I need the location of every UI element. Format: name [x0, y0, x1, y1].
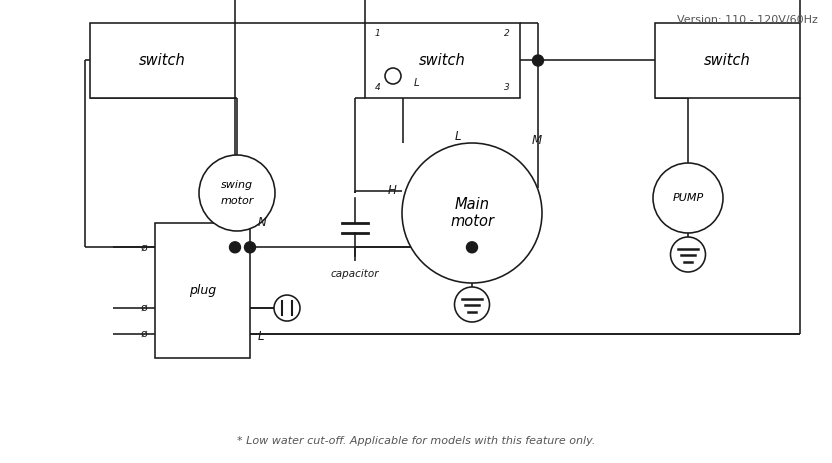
- Text: motor: motor: [450, 214, 494, 229]
- Circle shape: [274, 295, 300, 321]
- Bar: [155, 223, 250, 358]
- Text: plug: plug: [189, 284, 216, 297]
- Text: switch: switch: [139, 53, 186, 68]
- Circle shape: [653, 163, 723, 233]
- Text: ø: ø: [141, 242, 147, 252]
- Text: ø: ø: [141, 303, 147, 313]
- Text: N: N: [258, 217, 267, 230]
- Text: Main: Main: [454, 197, 489, 212]
- Bar: [655, 23, 800, 98]
- Circle shape: [230, 242, 240, 253]
- Circle shape: [671, 237, 706, 272]
- Text: 4: 4: [375, 83, 381, 92]
- Text: capacitor: capacitor: [331, 269, 379, 279]
- Text: Version: 110 - 120V/60Hz: Version: 110 - 120V/60Hz: [677, 15, 818, 25]
- Text: 2: 2: [504, 29, 510, 38]
- Text: M: M: [532, 134, 542, 148]
- Text: H: H: [388, 184, 397, 198]
- Text: motor: motor: [220, 196, 254, 206]
- Text: L: L: [414, 78, 420, 88]
- Circle shape: [199, 155, 275, 231]
- Text: switch: switch: [704, 53, 750, 68]
- Circle shape: [467, 242, 478, 253]
- Circle shape: [402, 143, 542, 283]
- Text: 3: 3: [504, 83, 510, 92]
- Bar: [365, 23, 520, 98]
- Text: L: L: [455, 130, 461, 143]
- Text: switch: switch: [419, 53, 466, 68]
- Circle shape: [245, 242, 255, 253]
- Text: PUMP: PUMP: [672, 193, 704, 203]
- Circle shape: [532, 55, 543, 66]
- Text: L: L: [258, 330, 265, 343]
- Text: ø: ø: [141, 329, 147, 339]
- Text: swing: swing: [221, 180, 253, 189]
- Text: * Low water cut-off. Applicable for models with this feature only.: * Low water cut-off. Applicable for mode…: [237, 436, 595, 446]
- Circle shape: [385, 68, 401, 84]
- Circle shape: [454, 287, 489, 322]
- Text: 1: 1: [375, 29, 381, 38]
- Bar: [90, 23, 235, 98]
